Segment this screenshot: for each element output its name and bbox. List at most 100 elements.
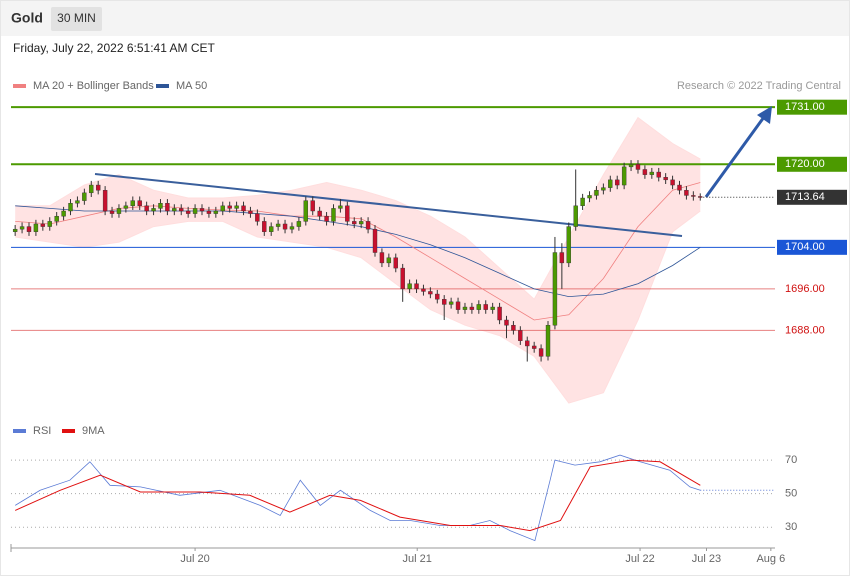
candle-body — [663, 177, 668, 181]
legend-swatch — [13, 429, 26, 433]
timeframe-badge[interactable] — [51, 7, 102, 31]
bollinger-upper — [15, 116, 701, 300]
candle-body — [137, 200, 142, 207]
candle-body — [68, 203, 73, 212]
candle-body — [54, 215, 59, 222]
candle-body — [151, 208, 156, 212]
candle-body — [400, 267, 405, 290]
candle-body — [317, 210, 322, 217]
legend-label: 9MA — [82, 425, 105, 437]
legend-swatch — [156, 84, 169, 88]
candle-body — [123, 205, 129, 209]
candle-body — [33, 223, 39, 232]
candle-body — [47, 221, 52, 227]
candle-body — [559, 252, 565, 264]
level-label: 1731.00 — [785, 101, 825, 113]
candle-body — [455, 301, 461, 310]
candle-body — [421, 288, 426, 292]
candle-body — [12, 228, 18, 232]
candle-body — [656, 171, 661, 178]
candle-body — [255, 213, 260, 222]
candle-body — [462, 306, 468, 310]
candle-body — [448, 301, 454, 305]
candle-body — [538, 348, 544, 357]
candle-body — [234, 205, 239, 209]
candle-body — [587, 195, 592, 199]
last-price-label: 1713.64 — [785, 191, 825, 203]
candle-body — [469, 306, 475, 310]
trend-line — [94, 173, 683, 237]
candle-body — [649, 171, 655, 175]
candle-body — [573, 205, 578, 227]
candle-body — [372, 228, 378, 253]
candle-body — [282, 223, 288, 230]
level-label: 1688.00 — [785, 324, 825, 336]
candle-body — [608, 179, 613, 188]
candle-body — [691, 195, 696, 197]
candle-body — [296, 221, 302, 227]
candle-body — [635, 164, 641, 170]
candle-body — [379, 252, 385, 264]
level-label: 1720.00 — [785, 158, 825, 170]
level-label: 1704.00 — [785, 241, 825, 253]
y-tick-label: 30 — [785, 521, 797, 533]
timeframe[interactable]: 30 MIN — [57, 11, 96, 25]
candle-body — [102, 190, 108, 212]
candle-body — [525, 340, 530, 347]
x-tick-label: Jul 22 — [625, 553, 654, 565]
x-tick-label: Aug 6 — [756, 553, 785, 565]
candle-body — [497, 306, 502, 321]
candle-body — [698, 196, 703, 198]
candle-body — [26, 226, 32, 232]
candle-body — [407, 283, 412, 290]
candle-body — [165, 203, 170, 212]
level-label-box — [777, 156, 847, 172]
candle-body — [358, 221, 364, 225]
rsi-line — [14, 459, 701, 532]
x-tick-label: Jul 20 — [180, 553, 209, 565]
candle-body — [289, 226, 295, 230]
candle-body — [552, 252, 558, 326]
candle-body — [511, 324, 516, 331]
candle-body — [19, 226, 25, 230]
candle-body — [324, 215, 329, 222]
legend-swatch — [13, 84, 26, 88]
candle-body — [414, 283, 419, 290]
candle-body — [393, 257, 398, 269]
legend-swatch — [62, 429, 75, 433]
candle-body — [116, 208, 122, 214]
candle-body — [241, 205, 246, 212]
legend-label: MA 50 — [176, 80, 207, 92]
candle-body — [331, 208, 336, 222]
credit: Research © 2022 Trading Central — [677, 80, 841, 92]
candle-body — [518, 330, 523, 341]
candle-body — [130, 200, 135, 207]
candle-body — [594, 190, 599, 196]
candle-body — [677, 184, 682, 191]
candle-body — [95, 184, 101, 191]
arrow-head — [757, 106, 772, 124]
candle-body — [199, 208, 205, 212]
candle-body — [352, 221, 357, 225]
candle-body — [684, 190, 689, 196]
candle-body — [476, 304, 482, 310]
candle-body — [601, 187, 606, 191]
candle-body — [269, 226, 274, 232]
candle-body — [144, 205, 149, 212]
candle-body — [275, 223, 281, 227]
legend-label: RSI — [33, 425, 51, 437]
candle-body — [428, 291, 433, 295]
candle-body — [82, 192, 87, 201]
y-tick-label: 70 — [785, 454, 797, 466]
candle-body — [109, 210, 115, 214]
candle-body — [621, 166, 627, 186]
candle-body — [172, 208, 177, 212]
candle-body — [75, 200, 80, 204]
y-tick-label: 50 — [785, 488, 797, 500]
level-label-box — [777, 239, 847, 255]
candle-body — [490, 306, 495, 310]
bollinger-lower — [15, 210, 701, 404]
projection-arrow — [704, 116, 766, 198]
header-bar — [1, 1, 849, 36]
